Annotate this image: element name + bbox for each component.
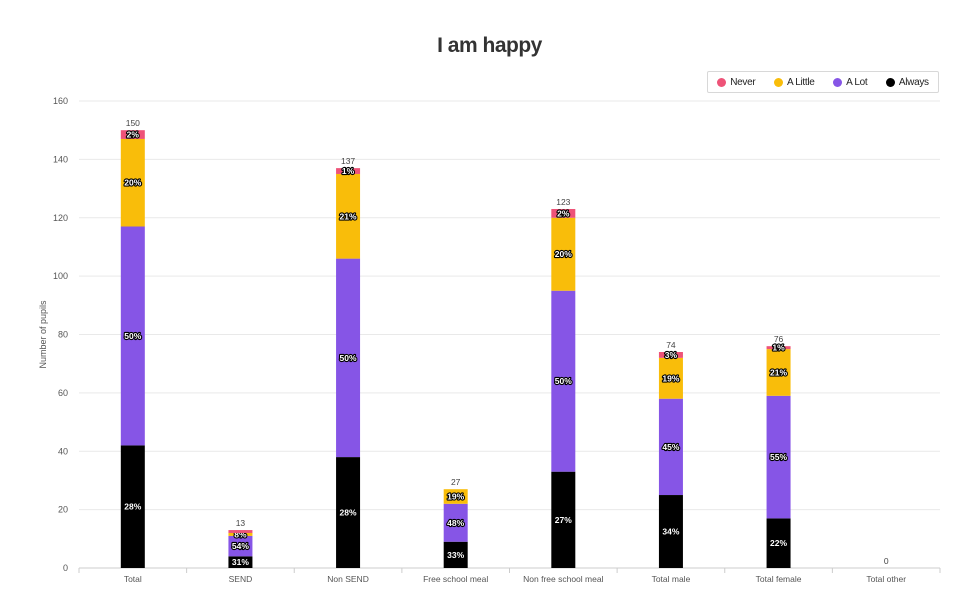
- bar-segment-always: [551, 471, 576, 568]
- bar-segment-a-lot: [336, 258, 361, 458]
- y-tick-label: 140: [53, 154, 68, 164]
- bar-segment-never: [766, 346, 791, 350]
- data-label: 28%: [124, 502, 141, 512]
- bar-segment-a-lot: [443, 503, 468, 542]
- data-label: 34%: [662, 527, 679, 537]
- bar-segment-never: [658, 352, 683, 358]
- bar-segment-a-lot: [658, 398, 683, 496]
- data-label: 45%: [662, 442, 679, 452]
- bar-segment-always: [228, 556, 253, 568]
- bar-segment-a-little: [120, 138, 145, 227]
- y-tick-label: 20: [58, 505, 68, 515]
- legend-label-never: Never: [730, 76, 756, 88]
- bar-segment-a-lot: [120, 226, 145, 446]
- data-label: 48%: [447, 518, 464, 528]
- y-tick-label: 60: [58, 388, 68, 398]
- bar-segment-a-lot: [551, 290, 576, 472]
- bar-segment-a-little: [443, 489, 468, 504]
- x-tick-label: Non free school meal: [523, 574, 603, 584]
- data-label: 54%: [232, 541, 249, 551]
- bar-segment-a-lot: [228, 535, 253, 557]
- data-label: 2%: [557, 208, 570, 218]
- data-label: 20%: [555, 249, 572, 259]
- total-label: 150: [126, 118, 140, 128]
- data-label: 22%: [770, 538, 787, 548]
- bar-segment-always: [443, 541, 468, 568]
- legend-label-always: Always: [898, 76, 929, 88]
- data-label: 50%: [340, 353, 357, 363]
- legend-item-always[interactable]: Always: [885, 76, 929, 88]
- data-label: 28%: [340, 508, 357, 518]
- bar-segment-never: [336, 168, 361, 174]
- bar-segment-a-little: [766, 349, 791, 396]
- y-tick-label: 40: [58, 446, 68, 456]
- y-tick-label: 80: [58, 330, 68, 340]
- legend-label-a-little: A Little: [786, 76, 815, 88]
- chart-title: I am happy: [437, 34, 542, 57]
- bar-segment-never: [551, 208, 576, 218]
- y-axis-label: Number of pupils: [38, 300, 48, 369]
- data-label: 19%: [447, 491, 464, 501]
- x-tick-label: Total other: [866, 574, 906, 584]
- bar-segment-a-little: [228, 532, 253, 536]
- x-tick-label: SEND: [229, 574, 253, 584]
- bar-segment-always: [120, 445, 145, 568]
- legend-item-never[interactable]: Never: [717, 76, 756, 88]
- y-tick-label: 100: [53, 271, 68, 281]
- bar-segment-a-little: [336, 173, 361, 259]
- data-label: 2%: [127, 130, 140, 140]
- bar-segment-always: [766, 518, 791, 568]
- bar-segment-a-lot: [766, 395, 791, 519]
- data-label: 3%: [665, 350, 678, 360]
- total-label: 27: [451, 477, 461, 487]
- y-tick-label: 0: [63, 563, 68, 573]
- data-label: 50%: [555, 376, 572, 386]
- x-tick-label: Total: [124, 574, 142, 584]
- data-label: 27%: [555, 515, 572, 525]
- bar-segment-a-little: [658, 357, 683, 399]
- bar-segment-never: [120, 130, 145, 139]
- total-label: 0: [884, 556, 889, 566]
- data-label: 1%: [772, 343, 785, 353]
- data-label: 1%: [342, 166, 355, 176]
- y-tick-label: 160: [53, 96, 68, 106]
- legend-item-a-little[interactable]: A Little: [773, 76, 815, 88]
- total-label: 137: [341, 156, 355, 166]
- bar-segment-always: [336, 457, 361, 568]
- x-tick-label: Non SEND: [327, 574, 369, 584]
- legend-swatch-never: [717, 77, 727, 87]
- legend-swatch-a-little: [773, 77, 783, 87]
- bar-segment-always: [658, 495, 683, 568]
- chart-legend: Never A Little A Lot Always: [707, 71, 939, 93]
- legend-swatch-always: [885, 77, 895, 87]
- total-label: 123: [556, 197, 570, 207]
- data-label: 33%: [447, 550, 464, 560]
- x-tick-label: Total female: [756, 574, 802, 584]
- legend-swatch-a-lot: [833, 77, 843, 87]
- data-label: 21%: [770, 367, 787, 377]
- total-label: 74: [666, 340, 676, 350]
- data-label: 21%: [340, 211, 357, 221]
- data-label: 55%: [770, 452, 787, 462]
- y-tick-label: 120: [53, 213, 68, 223]
- data-label: 31%: [232, 557, 249, 567]
- x-tick-label: Total male: [652, 574, 691, 584]
- bar-segment-never: [228, 530, 253, 533]
- data-label: 19%: [662, 373, 679, 383]
- data-label: 50%: [124, 331, 141, 341]
- total-label: 76: [774, 334, 784, 344]
- legend-label-a-lot: A Lot: [846, 76, 868, 88]
- total-label: 13: [236, 518, 246, 528]
- legend-item-a-lot[interactable]: A Lot: [833, 76, 868, 88]
- x-tick-label: Free school meal: [423, 574, 488, 584]
- data-label: 20%: [124, 178, 141, 188]
- bar-segment-a-little: [551, 217, 576, 291]
